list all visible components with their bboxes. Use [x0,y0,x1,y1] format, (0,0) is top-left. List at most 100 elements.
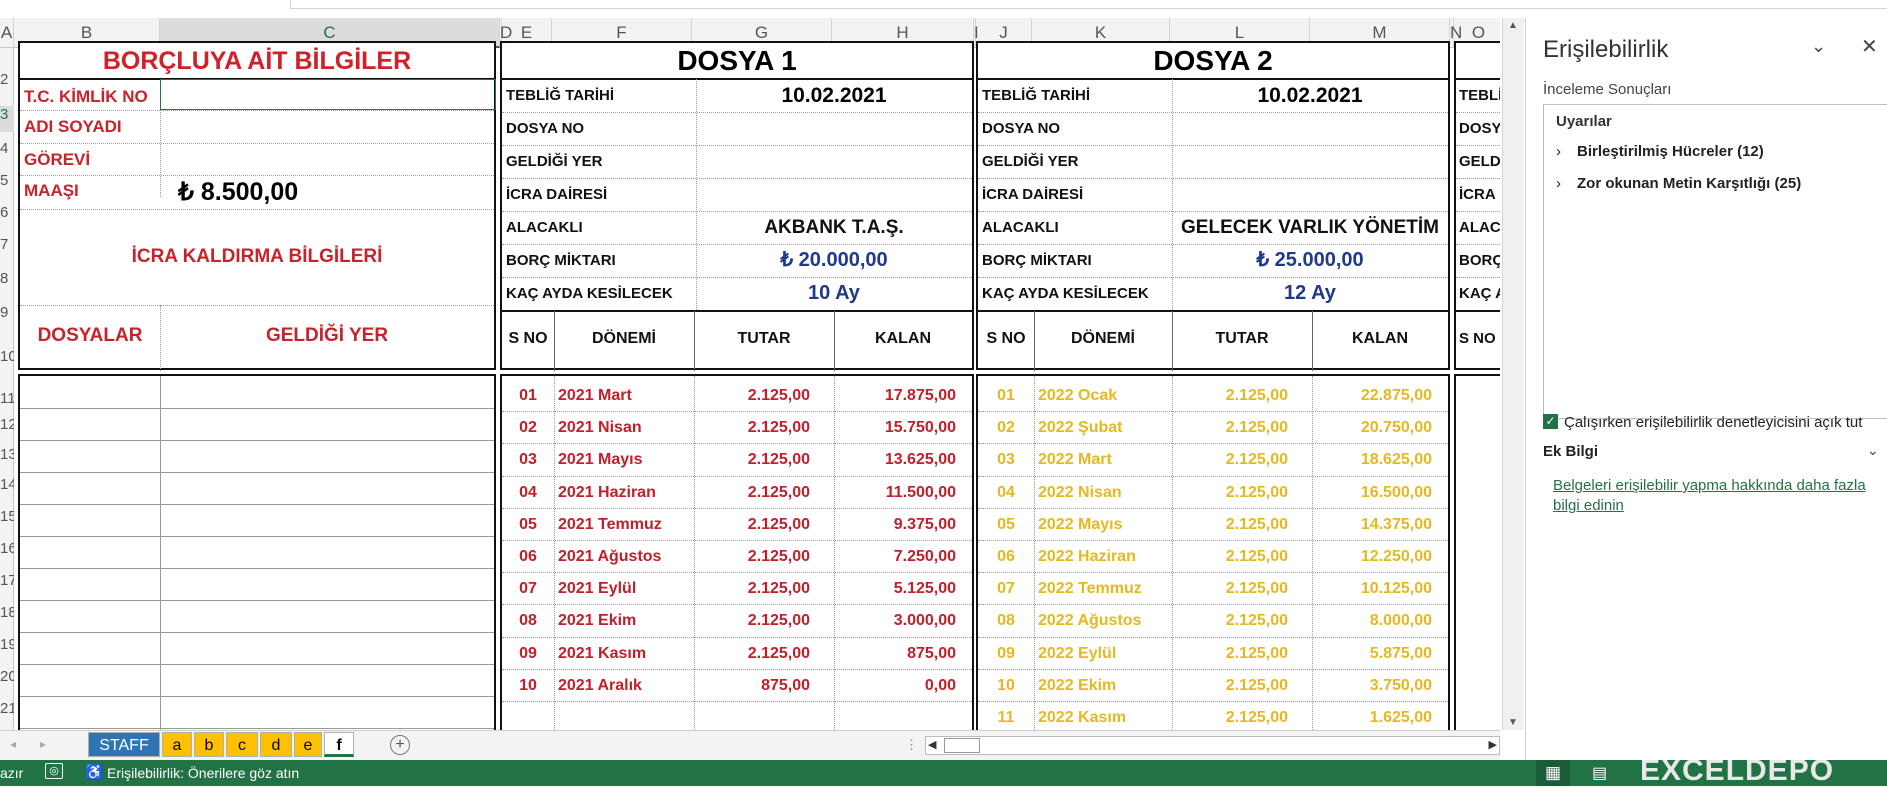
dosya_no-label: DOSYA NO [982,120,1061,137]
row-header[interactable]: 16 [0,540,14,557]
table-row[interactable]: 04 2022 Nisan 2.125,00 16.500,00 [978,477,1448,509]
grid-line [978,145,1448,146]
tab-split-handle[interactable]: ⋮ [905,737,918,752]
row-header[interactable]: 8 [0,270,9,287]
tab-scroll-right-icon[interactable]: ▸ [40,737,47,751]
pane-close-icon[interactable]: ✕ [1861,36,1878,58]
ek-bilgi-header[interactable]: Ek Bilgi [1543,443,1599,460]
help-link[interactable]: Belgeleri erişilebilir yapma hakkında da… [1553,477,1866,514]
table-row[interactable]: 07 2021 Eylül 2.125,00 5.125,00 [502,573,972,605]
column-header[interactable]: F [552,18,692,48]
add-sheet-icon[interactable]: + [390,735,410,755]
row-header[interactable]: 21 [0,700,14,717]
column-header[interactable]: A [0,18,14,48]
result-item[interactable]: › Birleştirilmiş Hücreler (12) [1556,143,1764,160]
page-layout-icon[interactable]: ▤ [1592,765,1608,782]
tutar-cell: 2.125,00 [1225,612,1288,630]
tab-c[interactable]: c [226,732,258,757]
table-row[interactable]: 09 2021 Kasım 2.125,00 875,00 [502,638,972,670]
accessibility-icon[interactable]: ♿ [85,764,104,781]
table-row[interactable]: 03 2022 Mart 2.125,00 18.625,00 [978,444,1448,476]
grid-line [978,572,1448,574]
table-row[interactable]: 02 2022 Şubat 2.125,00 20.750,00 [978,412,1448,444]
table-row[interactable]: 05 2022 Mayıs 2.125,00 14.375,00 [978,509,1448,541]
row-header[interactable]: 17 [0,572,14,589]
row-header[interactable]: 6 [0,204,9,221]
grid-line [502,475,972,477]
table-row[interactable]: 08 2021 Ekim 2.125,00 3.000,00 [502,605,972,637]
table-row[interactable]: 10 2021 Aralık 875,00 0,00 [502,670,972,702]
normal-view-icon[interactable]: ▦ [1536,760,1570,786]
tab-d[interactable]: d [260,732,292,757]
pane-options-icon[interactable]: ⌄ [1811,36,1827,56]
row-header[interactable]: 12 [0,416,14,433]
dosya_no-label: DOSYA NO [506,120,585,137]
column-header[interactable]: K [1032,18,1170,48]
grid-line [1172,311,1173,371]
pane-subtitle: İnceleme Sonuçları [1543,81,1672,98]
row-header[interactable]: 13 [0,446,14,463]
table-row[interactable]: 01 2022 Ocak 2.125,00 22.875,00 [978,380,1448,412]
tab-scroll-left-icon[interactable]: ◂ [10,737,17,751]
row-header[interactable]: 15 [0,508,14,525]
tab-staff[interactable]: STAFF [88,732,160,757]
row-header[interactable]: 4 [0,140,9,157]
tab-e[interactable]: e [294,732,322,757]
vertical-scrollbar[interactable]: ▲ ▼ [1502,18,1524,730]
column-header[interactable]: O [1454,18,1500,48]
grid-line [502,244,972,245]
row-header[interactable]: 18 [0,604,14,621]
column-header[interactable]: G [692,18,832,48]
tc-value-cell[interactable] [160,79,496,110]
hscroll-left-icon[interactable]: ◀ [928,739,937,751]
column-header[interactable]: B [14,18,160,48]
row-header[interactable]: 19 [0,636,14,653]
column-header[interactable]: J [976,18,1032,48]
tab-f[interactable]: f [324,732,354,757]
chevron-down-icon[interactable]: ⌄ [1867,442,1879,458]
table-row[interactable]: 04 2021 Haziran 2.125,00 11.500,00 [502,477,972,509]
hscroll-right-icon[interactable]: ▶ [1488,739,1497,751]
row-header[interactable]: 10 [0,348,14,365]
table-row[interactable]: 07 2022 Temmuz 2.125,00 10.125,00 [978,573,1448,605]
row-header[interactable]: 20 [0,668,14,685]
scroll-up-icon[interactable]: ▲ [1508,20,1518,31]
column-header[interactable]: L [1170,18,1310,48]
scroll-down-icon[interactable]: ▼ [1508,717,1518,728]
macro-record-icon[interactable]: ◎ [45,763,63,779]
result-item[interactable]: › Zor okunan Metin Karşıtlığı (25) [1556,175,1802,192]
column-header[interactable]: M [1310,18,1450,48]
row-header[interactable]: 14 [0,476,14,493]
table-row[interactable]: 08 2022 Ağustos 2.125,00 8.000,00 [978,605,1448,637]
grid-line [502,668,972,670]
table-row[interactable]: 06 2022 Haziran 2.125,00 12.250,00 [978,541,1448,573]
table-row[interactable]: 03 2021 Mayıs 2.125,00 13.625,00 [502,444,972,476]
table-row[interactable]: 10 2022 Ekim 2.125,00 3.750,00 [978,670,1448,702]
table-row[interactable]: 01 2021 Mart 2.125,00 17.875,00 [502,380,972,412]
horizontal-scrollbar[interactable]: ◀ ▶ [925,736,1500,755]
row-header[interactable]: 9 [0,304,9,321]
row-header[interactable]: 3 [0,106,14,132]
table-row[interactable]: 09 2022 Eylül 2.125,00 5.875,00 [978,638,1448,670]
column-header[interactable]: H [832,18,974,48]
table-row[interactable]: 02 2021 Nisan 2.125,00 15.750,00 [502,412,972,444]
table-row[interactable]: 11 2022 Kasım 2.125,00 1.625,00 [978,702,1448,730]
table-row[interactable]: 05 2021 Temmuz 2.125,00 9.375,00 [502,509,972,541]
row-header[interactable]: 2 [0,71,9,88]
formula-bar[interactable] [290,0,1887,9]
hscroll-thumb[interactable] [944,738,980,753]
row-header[interactable]: 5 [0,172,9,189]
row-header[interactable]: 11 [0,390,14,407]
tab-a[interactable]: a [162,732,192,757]
column-header[interactable]: E [502,18,552,48]
partial-label: İCRA D [1459,186,1500,203]
table-row[interactable]: 06 2021 Ağustos 2.125,00 7.250,00 [502,541,972,573]
keep-checker-checkbox[interactable]: ✓ [1543,414,1558,429]
checkbox-label[interactable]: Çalışırken erişilebilirlik denetleyicisi… [1564,414,1863,431]
row-header[interactable]: 7 [0,236,9,253]
separator [502,78,972,80]
tab-b[interactable]: b [194,732,224,757]
sno-cell: 01 [519,387,537,404]
status-accessibility[interactable]: Erişilebilirlik: Önerilere göz atın [107,765,300,781]
